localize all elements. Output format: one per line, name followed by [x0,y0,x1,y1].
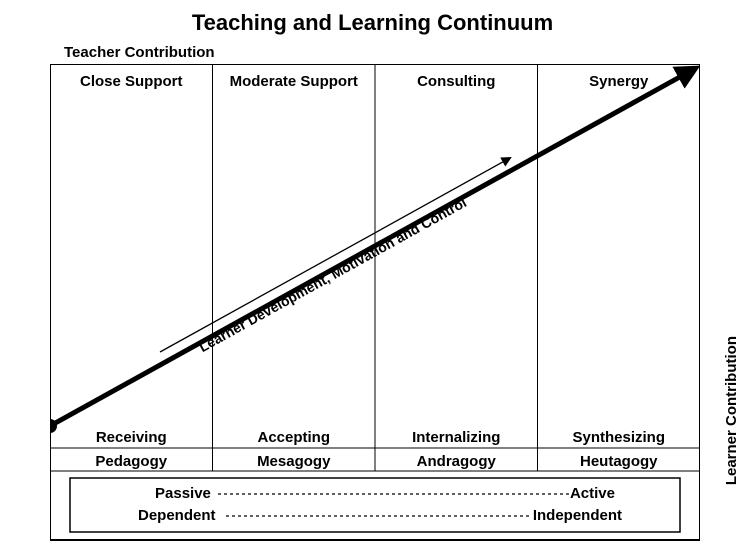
diag-label: Learner Development, Motivation and Cont… [196,194,469,355]
col-head-3: Synergy [589,73,649,90]
receiving-1: Accepting [257,429,330,446]
receiving-2: Internalizing [412,429,500,446]
footer-right-1: Active [570,485,615,502]
teacher-axis-label: Teacher Contribution [64,44,215,61]
col-head-0: Close Support [80,73,183,90]
learner-axis-label: Learner Contribution [723,336,740,485]
pedagogy-1: Mesagogy [257,453,331,470]
pedagogy-2: Andragogy [417,453,497,470]
footer-left-1: Passive [155,485,211,502]
pedagogy-3: Heutagogy [580,453,658,470]
pedagogy-0: Pedagogy [95,453,167,470]
page-title: Teaching and Learning Continuum [0,10,745,36]
receiving-0: Receiving [96,429,167,446]
col-head-2: Consulting [417,73,495,90]
footer-left-2: Dependent [138,507,216,524]
footer-right-2: Independent [533,507,622,524]
receiving-3: Synthesizing [572,429,665,446]
col-head-1: Moderate Support [230,73,358,90]
continuum-diagram: Close Support Moderate Support Consultin… [50,64,700,544]
